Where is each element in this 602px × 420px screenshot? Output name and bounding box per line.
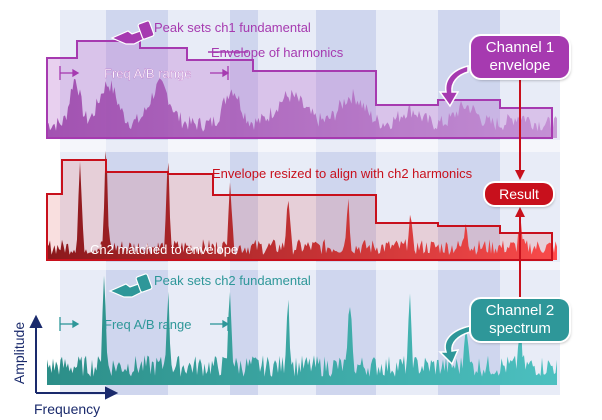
channel2-spectrum-callout: Channel 2 spectrum	[471, 299, 569, 341]
curved-arrow-icon	[438, 325, 471, 366]
peak-ch1-label: Peak sets ch1 fundamental	[154, 20, 311, 35]
result-spectrum	[47, 150, 557, 260]
frequency-band	[316, 10, 376, 395]
freq-range-top-markers	[59, 66, 230, 80]
hand-pointer-icon	[108, 273, 153, 298]
resized-envelope	[46, 159, 553, 261]
curved-arrow-icon	[438, 65, 469, 108]
freq-range-top-label: Freq A/B range	[104, 66, 191, 81]
y-axis-label: Amplitude	[11, 321, 27, 385]
channel2-callout-line1: Channel 2	[485, 302, 555, 319]
envelope-resized-label: Envelope resized to align with ch2 harmo…	[212, 166, 473, 181]
channel2-callout-line2: spectrum	[489, 320, 551, 337]
connector-arrows	[515, 79, 525, 298]
frequency-band	[230, 10, 258, 395]
channel1-callout-line2: envelope	[489, 57, 551, 74]
channel1-envelope-callout: Channel 1 envelope	[471, 36, 569, 78]
channel2-spectrum	[47, 275, 557, 385]
peak-ch2-label: Peak sets ch2 fundamental	[154, 273, 311, 288]
frequency-band	[106, 10, 168, 395]
annotation-labels: Peak sets ch1 fundamental Envelope of ha…	[90, 20, 473, 332]
channel1-envelope	[46, 40, 553, 139]
result-callout: Result	[485, 183, 553, 205]
envelope-harmonics-label: Envelope of harmonics	[211, 45, 344, 60]
leader-lines	[208, 51, 248, 53]
result-callout-label: Result	[499, 186, 539, 202]
ch2-matched-label: Ch2 matched to envelope	[90, 242, 238, 257]
freq-range-bottom-label: Freq A/B range	[104, 317, 191, 332]
hand-pointer-icon	[110, 20, 155, 45]
channel1-spectrum	[47, 78, 557, 138]
axes	[29, 314, 119, 400]
x-axis-label: Frequency	[34, 401, 101, 417]
freq-range-bottom-markers	[59, 317, 230, 331]
channel1-callout-line1: Channel 1	[485, 39, 555, 56]
